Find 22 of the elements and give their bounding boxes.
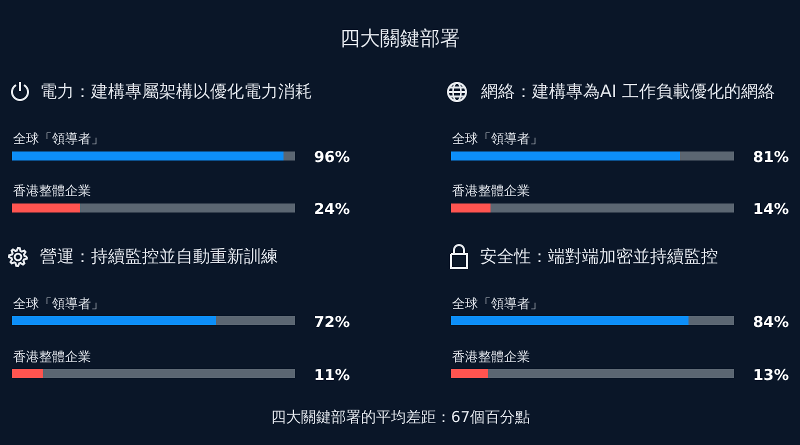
y-tick-label: 全球「領導者」 [13,132,104,147]
chart-title: 安全性：端對端加密並持續監控 [480,247,718,267]
chart-title: 電力：建構專屬架構以優化電力消耗 [40,82,312,102]
y-tick-label: 香港整體企業 [13,184,91,199]
y-tick-label: 全球「領導者」 [13,297,104,312]
text: 四大關鍵部署的平均差距：67個百分點 [271,408,530,426]
data-label: 13% [753,366,789,384]
y-tick-label: 香港整體企業 [452,350,530,365]
data-label: 24% [314,200,350,218]
data-label: 96% [314,148,350,166]
chart-title: 營運：持續監控並自動重新訓練 [40,247,278,267]
data-label: 11% [314,366,350,384]
data-label: 81% [753,148,789,166]
y-tick-label: 香港整體企業 [452,184,530,199]
data-label: 14% [753,200,789,218]
chart-title: 網絡：建構專為AI 工作負載優化的網絡 [480,82,776,102]
y-tick-label: 全球「領導者」 [452,132,543,147]
y-tick-label: 全球「領導者」 [452,297,543,312]
data-label: 84% [753,313,789,331]
y-tick-label: 香港整體企業 [13,350,91,365]
data-label: 72% [314,313,350,331]
text: 四大關鍵部署 [340,26,460,50]
